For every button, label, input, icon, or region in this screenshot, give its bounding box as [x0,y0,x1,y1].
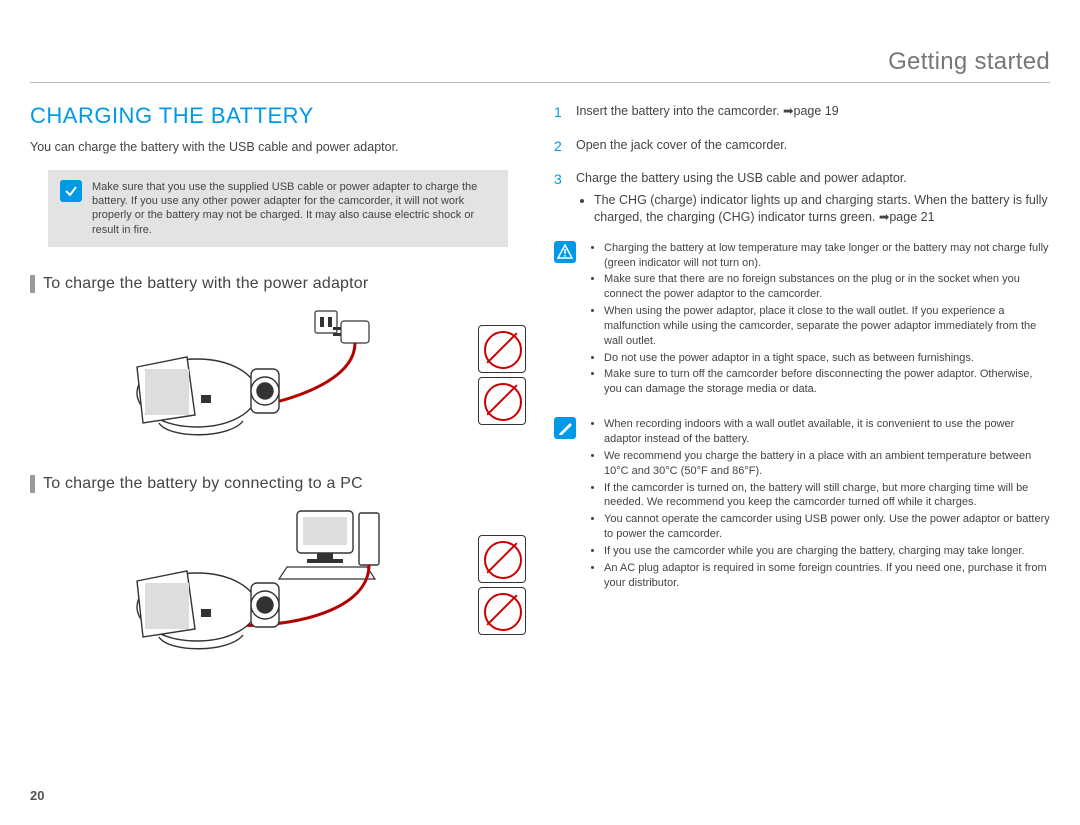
note-item: We recommend you charge the battery in a… [604,449,1050,479]
step-3: 3 Charge the battery using the USB cable… [554,170,1050,227]
page-title: Getting started [30,48,1050,76]
note-item: If you use the camcorder while you are c… [604,544,1050,559]
step-number: 2 [554,137,566,157]
note-item: If the camcorder is turned on, the batte… [604,481,1050,511]
note-icon [554,417,576,439]
page-number: 20 [30,788,44,803]
note-item: You cannot operate the camcorder using U… [604,512,1050,542]
note-item: An AC plug adaptor is required in some f… [604,561,1050,591]
note-item: When recording indoors with a wall outle… [604,417,1050,447]
step-text: Open the jack cover of the camcorder. [576,137,1050,157]
warning-list: Charging the battery at low temperature … [586,241,1050,399]
caution-text: Make sure that you use the supplied USB … [92,180,496,237]
prohibit-icon [478,535,526,583]
camcorder-adaptor-illustration [30,305,468,445]
step-sub-text: The CHG (charge) indicator lights up and… [594,192,1050,227]
prohibit-icon [478,587,526,635]
step-text: Insert the battery into the camcorder. ➡… [576,103,1050,123]
left-column: CHARGING THE BATTERY You can charge the … [30,103,526,695]
warning-block: Charging the battery at low temperature … [554,241,1050,399]
check-icon [60,180,82,202]
figure-pc [30,505,526,665]
warning-item: Charging the battery at low temperature … [604,241,1050,271]
steps-list: 1 Insert the battery into the camcorder.… [554,103,1050,227]
notes-block: When recording indoors with a wall outle… [554,417,1050,592]
right-column: 1 Insert the battery into the camcorder.… [554,103,1050,695]
warning-icon [554,241,576,263]
warning-item: Do not use the power adaptor in a tight … [604,351,1050,366]
warning-item: Make sure that there are no foreign subs… [604,272,1050,302]
notes-list: When recording indoors with a wall outle… [586,417,1050,592]
step-2: 2 Open the jack cover of the camcorder. [554,137,1050,157]
warning-item: Make sure to turn off the camcorder befo… [604,367,1050,397]
step-text: Charge the battery using the USB cable a… [576,171,907,185]
camcorder-pc-illustration [30,505,468,665]
caution-box: Make sure that you use the supplied USB … [48,170,508,247]
warning-item: When using the power adaptor, place it c… [604,304,1050,349]
sub-heading-pc: To charge the battery by connecting to a… [30,475,526,493]
prohibit-icons-pc [478,535,526,635]
prohibit-icon [478,377,526,425]
step-number: 1 [554,103,566,123]
sub-heading-adaptor: To charge the battery with the power ada… [30,275,526,293]
prohibit-icon [478,325,526,373]
prohibit-icons-adaptor [478,325,526,425]
step-body: Charge the battery using the USB cable a… [576,170,1050,227]
content-columns: CHARGING THE BATTERY You can charge the … [30,103,1050,695]
intro-text: You can charge the battery with the USB … [30,139,526,156]
main-heading: CHARGING THE BATTERY [30,103,526,129]
page-header: Getting started [30,48,1050,83]
step-number: 3 [554,170,566,227]
step-1: 1 Insert the battery into the camcorder.… [554,103,1050,123]
figure-adaptor [30,305,526,445]
